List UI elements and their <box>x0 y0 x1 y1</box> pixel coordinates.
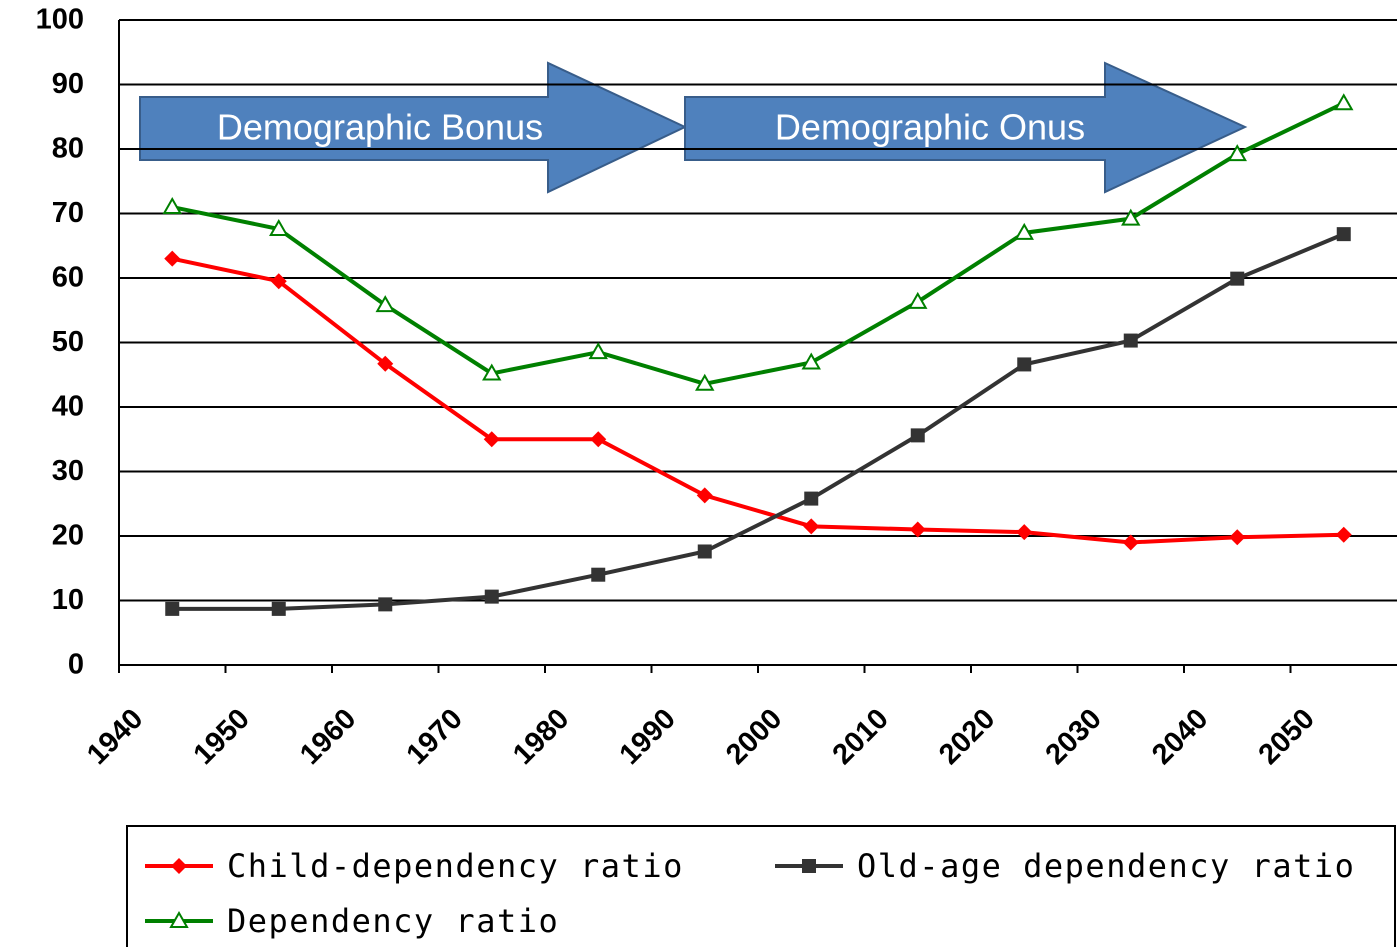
annotation: Demographic Onus <box>775 107 1085 148</box>
marker <box>910 428 925 443</box>
marker <box>171 858 187 874</box>
marker <box>1016 524 1033 541</box>
marker <box>804 491 819 506</box>
x-tick-label: 1960 <box>294 703 362 771</box>
marker <box>165 601 180 616</box>
marker <box>482 363 502 381</box>
marker <box>803 518 820 535</box>
bonus-arrow <box>139 61 688 194</box>
marker <box>269 218 289 236</box>
marker <box>1227 144 1247 162</box>
marker <box>1121 208 1141 226</box>
marker <box>1017 357 1032 372</box>
x-tick-label: 2040 <box>1146 703 1214 771</box>
legend-box <box>126 825 1396 947</box>
marker <box>484 589 499 604</box>
x-tick-label: 1940 <box>81 703 149 771</box>
marker <box>1014 222 1034 240</box>
marker <box>483 431 500 448</box>
marker <box>1336 227 1351 242</box>
marker <box>909 521 926 538</box>
series-line <box>171 101 1345 386</box>
marker <box>1335 526 1352 543</box>
marker <box>801 352 821 370</box>
y-tick-label: 50 <box>52 326 84 358</box>
marker <box>1122 534 1139 551</box>
y-tick-label: 100 <box>36 4 84 36</box>
y-tick-label: 20 <box>52 520 84 552</box>
annotation: Demographic Bonus <box>217 107 543 148</box>
marker <box>377 355 394 372</box>
marker <box>1123 333 1138 348</box>
marker <box>802 859 816 873</box>
x-tick-label: 2000 <box>720 703 788 771</box>
marker <box>908 291 928 309</box>
y-tick-label: 90 <box>52 68 84 100</box>
x-tick-label: 2020 <box>933 703 1001 771</box>
series-line <box>172 232 1345 611</box>
marker <box>271 601 286 616</box>
marker <box>697 544 712 559</box>
marker <box>696 487 713 504</box>
marker <box>588 342 608 360</box>
marker <box>169 910 189 928</box>
x-tick-label: 2030 <box>1040 703 1108 771</box>
marker <box>1229 529 1246 546</box>
marker <box>695 373 715 391</box>
legend-label: Old-age dependency ratio <box>857 847 1355 885</box>
series-line <box>171 256 1344 545</box>
x-tick-label: 1970 <box>401 703 469 771</box>
y-tick-label: 80 <box>52 133 84 165</box>
marker <box>164 250 181 267</box>
y-tick-label: 40 <box>52 391 84 423</box>
marker <box>1334 93 1354 111</box>
x-tick-label: 1950 <box>188 703 256 771</box>
x-tick-label: 1990 <box>614 703 682 771</box>
onus-arrow <box>684 61 1248 194</box>
y-tick-label: 70 <box>52 197 84 229</box>
y-tick-label: 0 <box>68 649 84 681</box>
y-tick-label: 30 <box>52 455 84 487</box>
legend-label: Child-dependency ratio <box>227 847 684 885</box>
marker <box>270 273 287 290</box>
marker <box>162 197 182 215</box>
marker <box>590 431 607 448</box>
y-tick-label: 60 <box>52 262 84 294</box>
x-tick-label: 2010 <box>827 703 895 771</box>
marker <box>375 295 395 313</box>
marker <box>1230 271 1245 286</box>
marker <box>378 597 393 612</box>
legend-label: Dependency ratio <box>227 902 559 940</box>
x-tick-label: 1980 <box>507 703 575 771</box>
y-tick-label: 10 <box>52 584 84 616</box>
x-tick-label: 2050 <box>1253 703 1321 771</box>
marker <box>591 567 606 582</box>
